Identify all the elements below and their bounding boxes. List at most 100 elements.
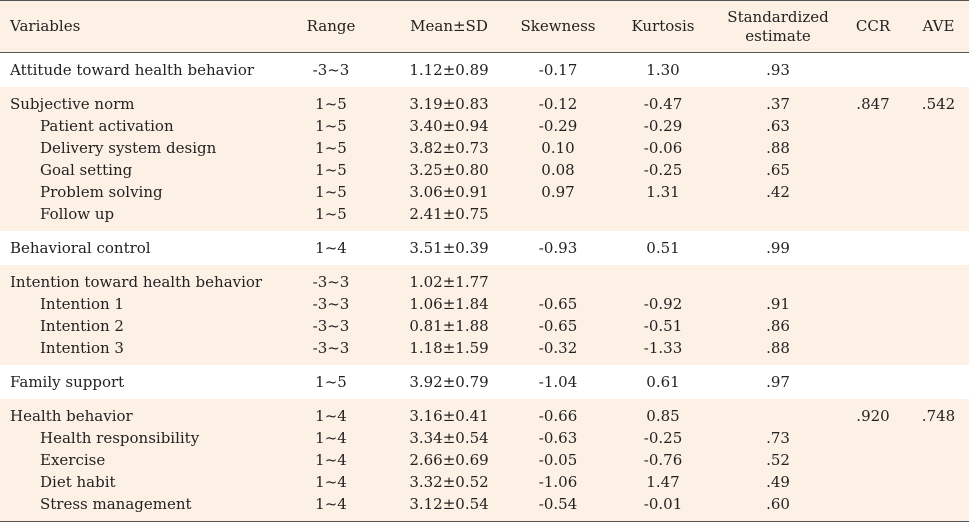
cell-skewness: 0.10	[541, 139, 575, 157]
cell-variable: Behavioral control	[10, 239, 151, 257]
cell-ave	[908, 159, 969, 181]
cell-range: 1~5	[315, 161, 347, 179]
cell-ccr	[838, 181, 908, 203]
cell-standardized-estimate: .37	[766, 95, 790, 113]
cell-ccr	[838, 231, 908, 265]
cell-mean-sd: 3.51±0.39	[409, 239, 489, 257]
cell-range: -3~3	[312, 317, 350, 335]
table-row: Intention 3 -3~3 1.18±1.59 -0.32 -1.33 .88	[0, 337, 969, 365]
cell-range: 1~5	[315, 139, 347, 157]
table-row: Intention toward health behavior -3~3 1.02…	[0, 265, 969, 293]
header-row: Variables Range Mean±SD Skewness Kurtosi…	[0, 0, 969, 53]
cell-kurtosis: 0.85	[646, 407, 680, 425]
cell-sub-variable: Follow up	[40, 205, 115, 223]
cell-range: 1~4	[315, 239, 347, 257]
cell-ccr	[838, 53, 908, 88]
cell-mean-sd: 3.34±0.54	[409, 429, 489, 447]
cell-ccr	[838, 137, 908, 159]
cell-ave	[908, 449, 969, 471]
header-mean-sd: Mean±SD	[390, 0, 508, 53]
table-row: Health behavior 1~4 3.16±0.41 -0.66 0.85 .920…	[0, 399, 969, 427]
cell-ccr	[838, 449, 908, 471]
cell-standardized-estimate: .88	[766, 339, 790, 357]
cell-kurtosis: 1.30	[646, 61, 680, 79]
header-std-line1: Standardized	[727, 7, 829, 26]
cell-kurtosis: -0.47	[643, 95, 683, 113]
cell-skewness: -0.63	[538, 429, 578, 447]
row-group: Subjective norm 1~5 3.19±0.83 -0.12 -0.47 .37…	[0, 87, 969, 231]
cell-skewness	[508, 203, 608, 231]
header-variables: Variables	[0, 0, 272, 53]
cell-sub-variable: Stress management	[0, 493, 272, 522]
table-row: Intention 1 -3~3 1.06±1.84 -0.65 -0.92 .91	[0, 293, 969, 315]
row-group: Behavioral control 1~4 3.51±0.39 -0.93 0.51.…	[0, 231, 969, 265]
cell-mean-sd: 2.66±0.69	[409, 451, 489, 469]
row-group: Intention toward health behavior -3~3 1.02…	[0, 265, 969, 365]
cell-variable: Health behavior	[10, 407, 133, 425]
cell-standardized-estimate: .88	[766, 139, 790, 157]
header-skewness: Skewness	[508, 0, 608, 53]
cell-ave	[908, 203, 969, 231]
cell-range: 1~5	[315, 117, 347, 135]
table-row: Intention 2 -3~3 0.81±1.88 -0.65 -0.51 .86	[0, 315, 969, 337]
table-row: Family support 1~5 3.92±0.79 -1.04 0.61 .97	[0, 365, 969, 399]
cell-ccr	[838, 115, 908, 137]
cell-mean-sd: 0.81±1.88	[409, 317, 489, 335]
cell-standardized-estimate: .91	[766, 295, 790, 313]
header-standardized-estimate: Standardized estimate	[718, 0, 838, 53]
cell-ave	[908, 337, 969, 365]
cell-ccr	[838, 293, 908, 315]
cell-skewness: -0.93	[538, 239, 578, 257]
cell-variable: Subjective norm	[10, 95, 135, 113]
cell-standardized-estimate: .99	[766, 239, 790, 257]
cell-range: -3~3	[312, 295, 350, 313]
cell-ave: .748	[921, 407, 956, 425]
cell-kurtosis: -0.51	[643, 317, 683, 335]
table-row: Problem solving 1~5 3.06±0.91 0.97 1.31 .42	[0, 181, 969, 203]
cell-standardized-estimate: .49	[766, 473, 790, 491]
cell-kurtosis: -0.25	[643, 429, 683, 447]
cell-ave	[908, 427, 969, 449]
cell-standardized-estimate: .42	[766, 183, 790, 201]
cell-ave	[908, 293, 969, 315]
cell-skewness	[508, 265, 608, 293]
cell-ave	[908, 115, 969, 137]
cell-mean-sd: 3.19±0.83	[409, 95, 489, 113]
cell-kurtosis	[608, 203, 718, 231]
cell-ccr	[838, 427, 908, 449]
cell-skewness: -0.05	[538, 451, 578, 469]
cell-ccr	[838, 493, 908, 522]
cell-sub-variable: Diet habit	[40, 473, 116, 491]
row-group: Health behavior 1~4 3.16±0.41 -0.66 0.85 .920…	[0, 399, 969, 522]
cell-mean-sd: 3.06±0.91	[409, 183, 489, 201]
cell-skewness: -0.65	[538, 295, 578, 313]
cell-kurtosis: -0.25	[643, 161, 683, 179]
cell-range: 1~5	[315, 183, 347, 201]
row-group: Family support 1~5 3.92±0.79 -1.04 0.61 .97	[0, 365, 969, 399]
table-row: Follow up 1~5 2.41±0.75	[0, 203, 969, 231]
cell-range: -3~3	[312, 61, 350, 79]
cell-ccr: .920	[856, 407, 890, 425]
cell-standardized-estimate	[718, 203, 838, 231]
cell-ave	[908, 315, 969, 337]
cell-kurtosis: 0.51	[646, 239, 680, 257]
cell-ave: .542	[921, 95, 956, 113]
cell-variable: Attitude toward health behavior	[10, 61, 255, 79]
cell-ave	[908, 365, 969, 399]
cell-sub-variable: Intention 2	[40, 317, 124, 335]
cell-range: 1~4	[315, 473, 347, 491]
cell-kurtosis: 1.47	[646, 473, 680, 491]
cell-variable: Family support	[10, 373, 125, 391]
cell-ccr	[838, 471, 908, 493]
cell-range: -3~3	[312, 273, 350, 291]
header-range: Range	[272, 0, 390, 53]
cell-standardized-estimate: .93	[766, 61, 790, 79]
cell-kurtosis: 1.31	[646, 183, 680, 201]
cell-kurtosis: -0.06	[643, 139, 683, 157]
cell-standardized-estimate	[718, 399, 838, 427]
cell-mean-sd: 3.82±0.73	[409, 139, 489, 157]
cell-ave	[908, 53, 969, 88]
header-ccr: CCR	[838, 0, 908, 53]
cell-ccr	[838, 159, 908, 181]
cell-skewness: -1.06	[538, 473, 578, 491]
